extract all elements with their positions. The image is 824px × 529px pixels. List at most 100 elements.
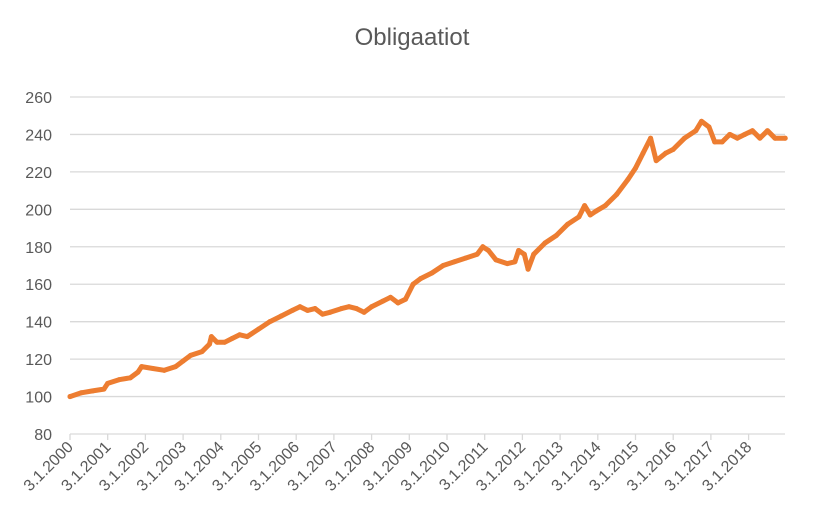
data-point (749, 128, 755, 134)
data-point (208, 334, 214, 340)
data-point (214, 339, 220, 345)
data-point (772, 135, 778, 141)
data-point (553, 233, 559, 239)
data-point (346, 304, 352, 310)
data-point (525, 266, 531, 272)
data-point (101, 386, 107, 392)
y-tick-label: 160 (25, 277, 52, 294)
y-tick-label: 120 (25, 352, 52, 369)
data-point (312, 306, 318, 312)
data-point (663, 150, 669, 156)
data-point (327, 309, 333, 315)
data-point (452, 259, 458, 265)
data-point (354, 306, 360, 312)
series-layer (67, 118, 788, 400)
data-point (565, 221, 571, 227)
data-point (587, 212, 593, 218)
data-point (180, 358, 186, 364)
y-tick-label: 80 (34, 427, 52, 444)
data-point (361, 309, 367, 315)
data-point (90, 388, 96, 394)
data-point (395, 300, 401, 306)
data-point (576, 214, 582, 220)
data-point (278, 313, 284, 319)
y-tick-label: 200 (25, 202, 52, 219)
data-point (504, 261, 510, 267)
data-point (206, 341, 212, 347)
data-point (222, 339, 228, 345)
y-tick-label: 240 (25, 127, 52, 144)
data-point (463, 255, 469, 261)
data-point (742, 131, 748, 137)
data-point (602, 203, 608, 209)
data-point (542, 240, 548, 246)
data-point (267, 319, 273, 325)
data-point (493, 257, 499, 263)
data-point (418, 276, 424, 282)
data-point (127, 375, 133, 381)
data-point (485, 248, 491, 254)
data-point (670, 146, 676, 152)
data-point (229, 336, 235, 342)
data-point (706, 124, 712, 130)
data-point (237, 332, 243, 338)
data-point (199, 349, 205, 355)
data-point (410, 281, 416, 287)
data-point (338, 306, 344, 312)
data-point (440, 263, 446, 268)
data-point (757, 135, 763, 141)
data-point (244, 334, 250, 340)
data-point (289, 307, 295, 313)
data-point (521, 251, 527, 257)
data-point (387, 294, 393, 300)
data-point (782, 135, 788, 141)
data-point (764, 128, 770, 134)
data-point (380, 298, 386, 304)
data-point (369, 304, 375, 310)
data-point (139, 364, 145, 370)
data-point (719, 139, 725, 145)
data-point (712, 139, 718, 145)
data-point (78, 390, 84, 396)
data-point (727, 131, 733, 137)
data-point (512, 259, 518, 265)
data-point (161, 367, 167, 373)
data-point (516, 248, 522, 254)
data-point (593, 208, 599, 214)
data-point (429, 270, 435, 276)
data-point (188, 352, 194, 358)
data-point (625, 176, 631, 182)
data-point (135, 369, 141, 375)
data-point (648, 135, 654, 141)
data-point (105, 380, 111, 386)
data-point (614, 191, 620, 197)
data-point (640, 150, 646, 156)
data-point (305, 307, 311, 313)
x-axis: 3.1.20003.1.20013.1.20023.1.20033.1.2004… (21, 433, 785, 495)
y-tick-label: 100 (25, 390, 52, 407)
data-point (693, 128, 699, 134)
y-tick-label: 220 (25, 165, 52, 182)
data-point (633, 165, 638, 171)
data-point (150, 365, 156, 371)
y-tick-label: 260 (25, 90, 52, 107)
data-point (734, 135, 740, 141)
data-point (653, 158, 659, 164)
y-tick-label: 140 (25, 315, 52, 332)
data-point (682, 135, 688, 141)
data-point (67, 394, 73, 400)
data-point (698, 118, 704, 124)
data-point (474, 251, 480, 257)
data-point (320, 311, 326, 317)
series-line-obligaatiot (67, 118, 788, 400)
y-tick-label: 180 (25, 240, 52, 257)
data-point (116, 377, 122, 383)
data-point (480, 244, 486, 250)
data-point (582, 203, 588, 209)
data-point (256, 326, 261, 332)
data-point (297, 304, 303, 310)
y-axis-tick-labels: 80 100 120 140 160 180 200 220 240 260 (25, 90, 52, 444)
data-point (403, 296, 409, 302)
chart-title: Obligaatiot (355, 24, 470, 51)
